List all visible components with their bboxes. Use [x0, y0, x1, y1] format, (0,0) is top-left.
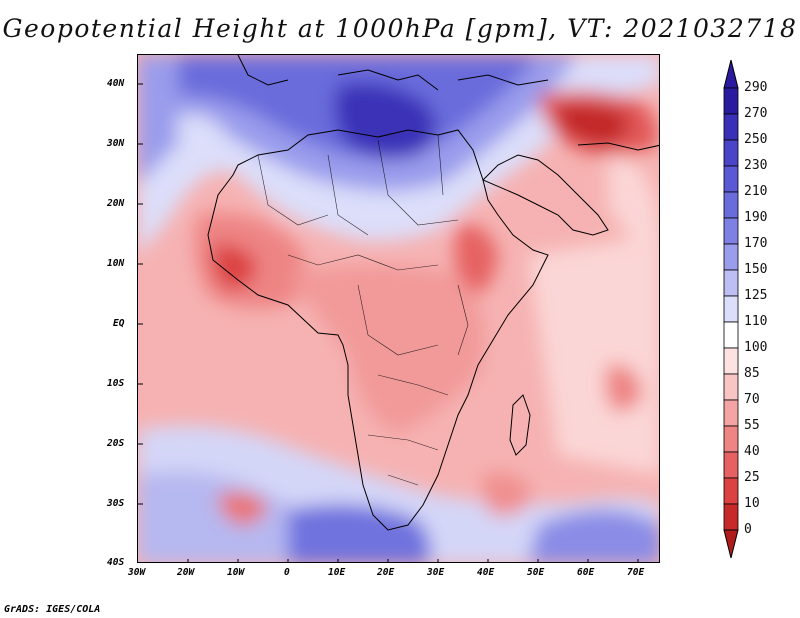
colorbar-label: 250 — [744, 132, 768, 147]
colorbar-segment — [723, 139, 739, 167]
colorbar-segment — [723, 191, 739, 219]
colorbar-segment — [723, 295, 739, 323]
lon-label: 20E — [377, 567, 395, 578]
colorbar-segment — [723, 217, 739, 245]
colorbar-segment — [723, 87, 739, 115]
colorbar-segment — [723, 321, 739, 349]
colorbar-label: 270 — [744, 106, 768, 121]
lon-label: 30W — [128, 567, 146, 578]
lon-label: 40E — [477, 567, 495, 578]
colorbar-label: 290 — [744, 80, 768, 95]
colorbar-segment — [723, 373, 739, 401]
colorbar-label: 70 — [744, 392, 760, 407]
lat-label: EQ — [113, 318, 125, 329]
colorbar-segment — [723, 113, 739, 141]
colorbar-segment — [723, 243, 739, 271]
colorbar-label: 55 — [744, 418, 760, 433]
lat-label: 40N — [107, 78, 125, 89]
lon-label: 30E — [427, 567, 445, 578]
colorbar-label: 10 — [744, 496, 760, 511]
colorbar-segment — [723, 477, 739, 505]
colorbar-arrow-bottom — [723, 529, 739, 559]
colorbar-label: 85 — [744, 366, 760, 381]
lat-label: 10S — [107, 378, 125, 389]
colorbar-label: 25 — [744, 470, 760, 485]
colorbar-arrow-top — [723, 59, 739, 89]
axis-ticks — [138, 83, 639, 562]
colorbar-segment — [723, 425, 739, 453]
country-borders — [257, 134, 469, 486]
lon-label: 10W — [227, 567, 245, 578]
lat-label: 20S — [107, 438, 125, 449]
lat-label: 10N — [107, 258, 125, 269]
coastlines — [207, 55, 659, 531]
colorbar-segment — [723, 451, 739, 479]
lon-label: 20W — [177, 567, 195, 578]
colorbar-segment — [723, 399, 739, 427]
colorbar-label: 230 — [744, 158, 768, 173]
lat-label: 20N — [107, 198, 125, 209]
colorbar-segment — [723, 347, 739, 375]
lon-label: 70E — [627, 567, 645, 578]
lon-label: 10E — [328, 567, 346, 578]
colorbar-label: 150 — [744, 262, 768, 277]
colorbar-label: 170 — [744, 236, 768, 251]
colorbar-label: 210 — [744, 184, 768, 199]
colorbar-label: 110 — [744, 314, 768, 329]
map-panel — [137, 54, 660, 563]
chart-title: Geopotential Height at 1000hPa [gpm], VT… — [2, 14, 798, 43]
colorbar — [723, 59, 739, 559]
colorbar-label: 100 — [744, 340, 768, 355]
colorbar-label: 125 — [744, 288, 768, 303]
lat-label: 30N — [107, 138, 125, 149]
colorbar-label: 0 — [744, 522, 752, 537]
height-field — [138, 55, 659, 562]
lon-label: 0 — [284, 567, 290, 578]
lon-label: 60E — [577, 567, 595, 578]
colorbar-segment — [723, 503, 739, 531]
colorbar-label: 40 — [744, 444, 760, 459]
colorbar-label: 190 — [744, 210, 768, 225]
colorbar-segment — [723, 165, 739, 193]
colorbar-segment — [723, 269, 739, 297]
lon-label: 50E — [527, 567, 545, 578]
credit-text: GrADS: IGES/COLA — [4, 604, 101, 615]
lat-label: 40S — [107, 557, 125, 568]
lat-label: 30S — [107, 498, 125, 509]
